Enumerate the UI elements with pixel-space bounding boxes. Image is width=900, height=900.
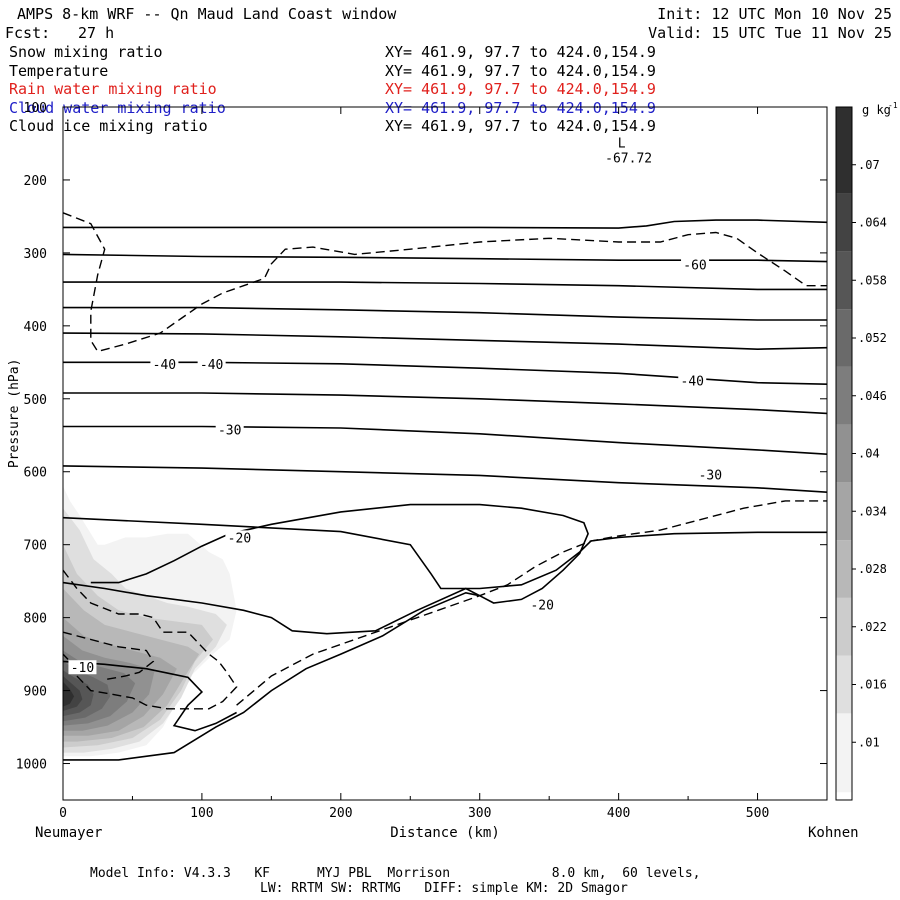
temperature-contour <box>63 306 827 321</box>
contour-label: -40 <box>200 358 223 373</box>
colorbar-band <box>836 309 852 367</box>
chart-title: AMPS 8-km WRF -- Qn Maud Land Coast wind… <box>17 5 397 23</box>
temperature-contour <box>62 253 828 263</box>
colorbar-tick-label: .01 <box>858 735 880 749</box>
model-info-line2: LW: RRTM SW: RRTMG DIFF: simple KM: 2D S… <box>260 881 628 896</box>
colorbar-tick-label: .046 <box>858 389 887 403</box>
forecast-value: 27 h <box>78 24 115 42</box>
colorbar-tick-label: .028 <box>858 562 887 576</box>
colorbar-band <box>836 655 852 714</box>
temperature-contour <box>62 332 828 351</box>
x-tick-label: 400 <box>607 806 630 821</box>
contour-label: -30 <box>218 423 241 438</box>
contour-label-bg <box>215 422 244 437</box>
temperature-contour <box>62 516 827 590</box>
field-xy: XY= 461.9, 97.7 to 424.0,154.9 <box>385 117 656 135</box>
x-tick-label: 300 <box>468 806 491 821</box>
y-tick-label: 100 <box>24 101 47 116</box>
colorbar-band <box>836 193 852 252</box>
contour-label-bg <box>696 467 725 482</box>
contour-label: -40 <box>681 375 704 390</box>
colorbar-unit: g kg <box>862 103 891 117</box>
temperature-contour <box>62 660 237 732</box>
field-name: Cloud ice mixing ratio <box>9 117 208 135</box>
forecast-label: Fcst: <box>5 24 51 42</box>
y-tick-label: 200 <box>24 174 47 189</box>
contour-label-bg <box>678 373 707 388</box>
snow-shading-band <box>63 681 75 707</box>
colorbar-band <box>836 540 852 598</box>
colorbar-band <box>836 597 852 656</box>
x-right-station-label: Kohnen <box>808 825 859 841</box>
temperature-contour <box>63 591 480 761</box>
x-tick-label: 0 <box>59 806 67 821</box>
colorbar-tick-label: .016 <box>858 678 887 692</box>
colorbar-band <box>836 482 852 541</box>
colorbar-tick-label: .022 <box>858 620 887 634</box>
contour-label-bg <box>681 257 710 272</box>
field-xy: XY= 461.9, 97.7 to 424.0,154.9 <box>385 80 656 98</box>
contour-label-bg <box>68 660 97 675</box>
colorbar-band <box>836 424 852 483</box>
colorbar-band <box>836 713 852 800</box>
colorbar-unit-exponent: -1 <box>888 101 898 110</box>
cloud-ice-contour <box>236 500 827 706</box>
y-tick-label: 400 <box>24 320 47 335</box>
x-tick-label: 200 <box>329 806 352 821</box>
contour-label: -40 <box>153 358 176 373</box>
plot-frame <box>62 106 828 801</box>
y-tick-label: 600 <box>24 466 47 481</box>
contour-label: -60 <box>683 259 706 274</box>
colorbar-base-band <box>836 792 852 800</box>
colorbar-band <box>836 107 852 194</box>
colorbar-band <box>836 366 852 425</box>
temperature-contour <box>63 281 827 291</box>
y-tick-label: 500 <box>24 393 47 408</box>
field-name: Temperature <box>9 61 109 80</box>
x-tick-label: 100 <box>190 806 213 821</box>
contour-label-bg <box>197 356 226 371</box>
contour-label-bg <box>150 356 179 371</box>
colorbar-tick-label: .04 <box>858 447 880 461</box>
contour-label: -30 <box>699 469 722 484</box>
x-axis-label: Distance (km) <box>390 825 500 841</box>
cloud-ice-contour <box>62 212 827 353</box>
colorbar-band <box>836 251 852 310</box>
contour-label-bg <box>225 530 254 545</box>
colorbar-tick-label: .07 <box>858 158 880 172</box>
contour-label: -10 <box>71 661 94 676</box>
colorbar-tick-label: .058 <box>858 273 887 287</box>
valid-time: Valid: 15 UTC Tue 11 Nov 25 <box>648 24 892 42</box>
temperature-contour <box>63 425 828 455</box>
y-tick-label: 800 <box>24 612 47 627</box>
colorbar-tick-label: .034 <box>858 504 887 518</box>
field-xy: XY= 461.9, 97.7 to 424.0,154.9 <box>385 43 656 61</box>
x-left-station-label: Neumayer <box>35 825 102 841</box>
model-info-line1: Model Info: V4.3.3 KF MYJ PBL Morrison 8… <box>90 866 701 881</box>
y-axis-label: Pressure (hPa) <box>7 359 22 469</box>
field-name: Snow mixing ratio <box>9 43 163 61</box>
init-time: Init: 12 UTC Mon 10 Nov 25 <box>657 5 892 23</box>
y-tick-label: 300 <box>24 247 47 262</box>
x-tick-label: 500 <box>746 806 769 821</box>
y-tick-label: 700 <box>24 539 47 554</box>
temperature-contour <box>63 392 828 415</box>
field-xy: XY= 461.9, 97.7 to 424.0,154.9 <box>385 61 656 80</box>
y-tick-label: 900 <box>24 685 47 700</box>
temperature-contour <box>62 465 828 493</box>
field-name: Rain water mixing ratio <box>9 80 217 98</box>
contour-label: -20 <box>228 531 251 546</box>
cloud-ice-contour <box>62 631 155 681</box>
low-marker-value: -67.72 <box>605 152 652 167</box>
contour-label-bg <box>528 597 557 612</box>
low-marker-symbol: L <box>618 137 626 152</box>
colorbar-tick-label: .064 <box>858 216 887 230</box>
contour-label: -20 <box>530 599 553 614</box>
y-tick-label: 1000 <box>16 758 47 773</box>
colorbar-tick-label: .052 <box>858 331 887 345</box>
temperature-contour <box>63 219 828 229</box>
